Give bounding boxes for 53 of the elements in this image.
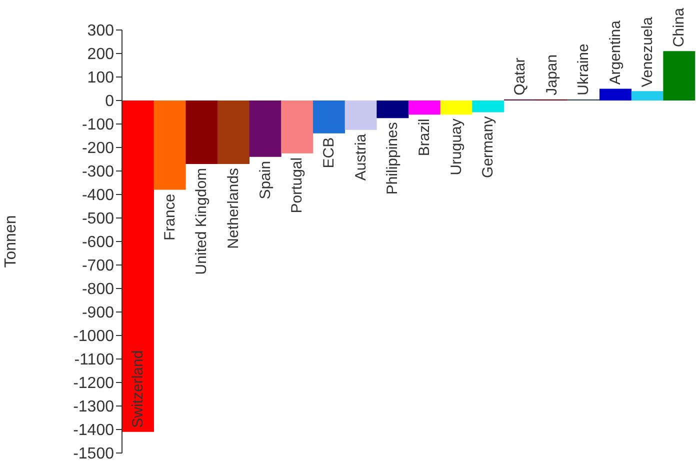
bar — [154, 100, 186, 190]
x-tick-label: Netherlands — [225, 168, 242, 249]
bar — [600, 88, 632, 100]
x-tick-label: ECB — [320, 137, 338, 168]
bar — [440, 100, 472, 115]
y-tick-label: 100 — [87, 70, 114, 87]
bar — [313, 100, 345, 134]
bar — [472, 100, 504, 112]
y-tick-label: -300 — [82, 164, 114, 181]
y-tick-label: -100 — [82, 116, 114, 134]
x-tick-label: Uruguay — [448, 118, 465, 176]
bar — [122, 100, 154, 432]
x-tick-label: Austria — [352, 133, 370, 181]
y-tick-label: -200 — [82, 140, 114, 158]
x-tick-label: Japan — [543, 54, 560, 96]
y-tick-label: -1300 — [73, 398, 114, 416]
x-tick-label: Argentina — [607, 20, 624, 85]
y-tick-label: 300 — [87, 22, 114, 40]
y-tick-label: -1400 — [73, 422, 114, 440]
y-tick-label: -800 — [82, 281, 114, 298]
x-tick-label: China — [670, 7, 688, 48]
bar — [376, 100, 409, 118]
bar — [186, 100, 218, 164]
bar — [218, 100, 250, 164]
y-tick-label: -1200 — [73, 375, 114, 392]
y-tick-label: 200 — [87, 46, 114, 64]
bar — [344, 100, 377, 130]
y-tick-label: -1100 — [74, 352, 114, 369]
bar — [663, 51, 696, 100]
y-tick-label: 0 — [105, 93, 114, 110]
bar — [281, 100, 314, 154]
x-tick-label: Germany — [480, 116, 497, 178]
x-tick-label: Qatar — [512, 58, 528, 96]
x-tick-label: United Kingdom — [193, 168, 210, 275]
bar — [631, 91, 664, 100]
y-tick-label: -1000 — [73, 328, 114, 346]
x-tick-label: Switzerland — [130, 350, 146, 428]
bar — [249, 100, 282, 157]
x-tick-label: France — [161, 194, 178, 240]
y-tick-label: -600 — [82, 234, 114, 252]
x-tick-label: Philippines — [384, 122, 402, 195]
x-tick-label: Spain — [256, 160, 274, 200]
y-tick-label: -400 — [82, 187, 114, 204]
y-tick-label: -900 — [82, 304, 114, 322]
y-tick-label: -500 — [82, 210, 114, 228]
x-tick-label: Ukraine — [575, 44, 592, 96]
bar — [408, 100, 440, 115]
y-tick-label: -1500 — [73, 446, 114, 463]
x-tick-label: Venezuela — [638, 16, 656, 88]
y-tick-label: -700 — [82, 258, 114, 275]
y-axis-title: Tonnen — [2, 215, 20, 268]
x-tick-label: Brazil — [416, 118, 433, 156]
x-tick-label: Portugal — [288, 157, 306, 214]
